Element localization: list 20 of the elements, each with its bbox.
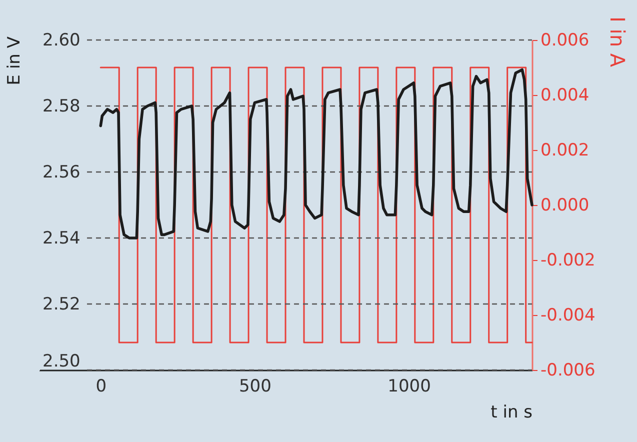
x-tick-label: 500 — [238, 376, 272, 396]
y2-tick-label: -0.002 — [540, 250, 596, 270]
y2-tick-label: 0.006 — [540, 30, 590, 50]
y2-tick-label: 0.002 — [540, 140, 590, 160]
y2-tick-label: 0.004 — [540, 86, 590, 106]
y-tick-label: 2.50 — [42, 352, 80, 372]
y2-tick-label: -0.004 — [540, 306, 596, 326]
y-tick-label: 2.60 — [42, 30, 80, 50]
y-axis-title: E in V — [4, 36, 24, 86]
y2-tick-label: 0.000 — [540, 196, 590, 216]
y-tick-label: 2.58 — [42, 96, 80, 116]
y2-tick-label: -0.006 — [540, 360, 596, 380]
line-series — [99, 68, 534, 240]
y-tick-label: 2.54 — [42, 228, 80, 248]
y-tick-label: 2.56 — [42, 162, 80, 182]
x-axis-title: t in s — [490, 402, 533, 422]
x-tick-label: 0 — [96, 376, 107, 396]
y-tick-label: 2.52 — [42, 294, 80, 314]
x-tick-label: 1000 — [388, 376, 431, 396]
y2-axis-title: I in A — [606, 16, 630, 68]
